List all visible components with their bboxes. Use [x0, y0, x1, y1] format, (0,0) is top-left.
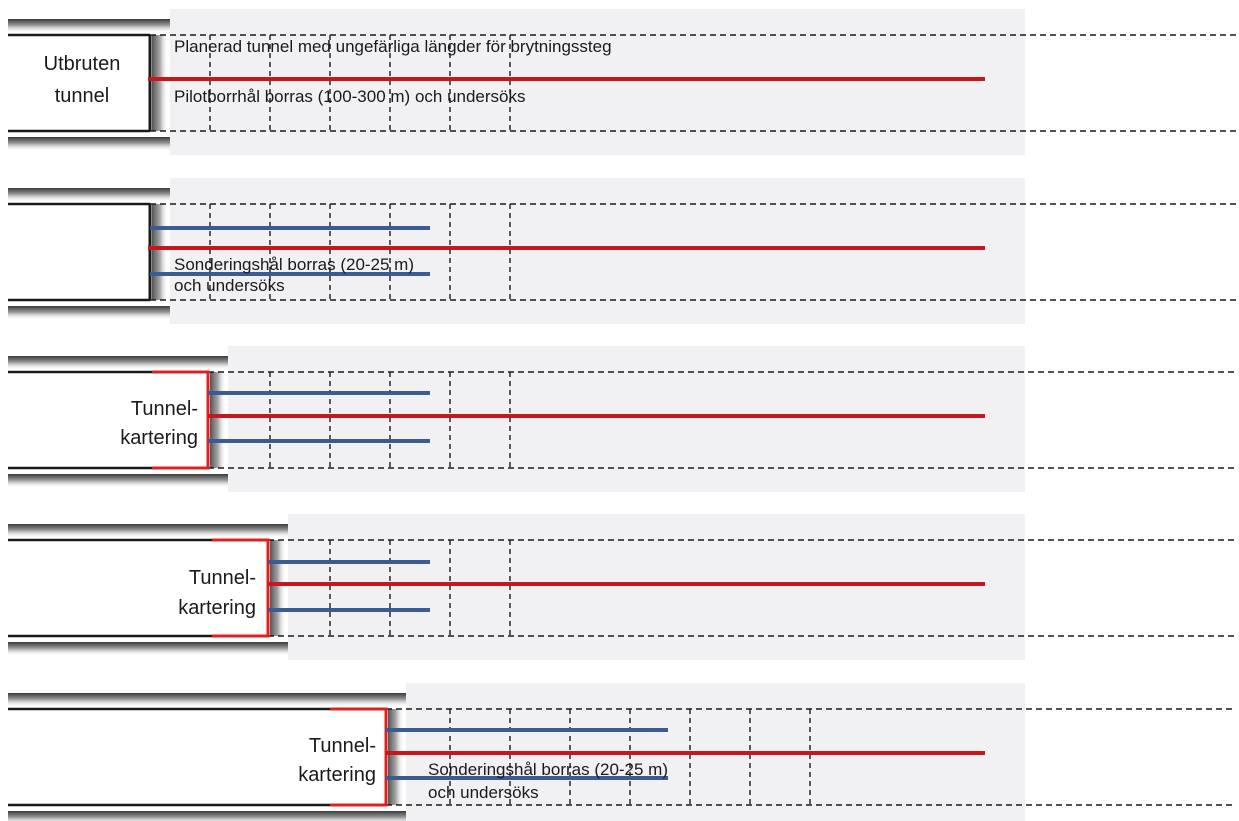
- rock-shadow-top: [8, 188, 170, 202]
- rock-shadow-top: [8, 356, 228, 370]
- mapped-tunnel-face: [152, 370, 210, 470]
- rock-shadow-bottom: [8, 642, 288, 656]
- rock-shadow-bottom: [8, 306, 170, 320]
- annotation-text: och undersöks: [174, 276, 285, 295]
- rock-shadow-top: [8, 693, 406, 707]
- stage-5-new-probe-holes: Tunnel-kartering Sonderingshål borras (20…: [8, 683, 1236, 821]
- face-label: Tunnel-: [309, 735, 376, 757]
- annotation-text: Planerad tunnel med ungefärliga längder …: [174, 37, 612, 56]
- planned-zone-band: [288, 514, 1025, 660]
- planned-zone-band: [170, 9, 1025, 155]
- face-label: Utbruten: [44, 53, 121, 75]
- mapped-tunnel-face: [212, 538, 270, 638]
- rock-shadow-bottom: [8, 137, 170, 151]
- mapped-tunnel-face: [330, 707, 388, 807]
- rock-shadow-top: [8, 524, 288, 538]
- annotation-text: Sonderingshål borras (20-25 m): [174, 255, 414, 274]
- stage-3-tunnel-mapping: Tunnel-kartering: [8, 346, 1236, 492]
- rock-shadow-top: [8, 19, 170, 33]
- face-shadow: [152, 204, 168, 300]
- stage-2-probe-holes: Sonderingshål borras (20-25 m) och unders…: [8, 178, 1236, 324]
- rock-shadow-bottom: [8, 474, 228, 488]
- planned-zone-band: [228, 346, 1025, 492]
- face-label: kartering: [120, 427, 198, 449]
- face-shadow: [152, 35, 168, 131]
- face-label: tunnel: [55, 85, 110, 107]
- face-shadow: [388, 709, 404, 805]
- annotation-text: Sonderingshål borras (20-25 m): [428, 760, 668, 779]
- stage-4-tunnel-mapping: Tunnel-kartering: [8, 514, 1236, 660]
- stage-1-initial-tunnel: Utbruten tunnel Planerad tunnel med ungefä…: [8, 9, 1236, 155]
- annotation-text: och undersöks: [428, 783, 539, 802]
- face-label: Tunnel-: [131, 398, 198, 420]
- face-shadow: [210, 372, 226, 468]
- face-shadow: [270, 540, 286, 636]
- face-label: Tunnel-: [189, 567, 256, 589]
- planned-zone-band: [170, 178, 1025, 324]
- face-label: kartering: [178, 597, 256, 619]
- face-label: kartering: [298, 764, 376, 786]
- annotation-text: Pilotborrhål borras (100-300 m) och unde…: [174, 87, 526, 106]
- rock-shadow-bottom: [8, 811, 406, 821]
